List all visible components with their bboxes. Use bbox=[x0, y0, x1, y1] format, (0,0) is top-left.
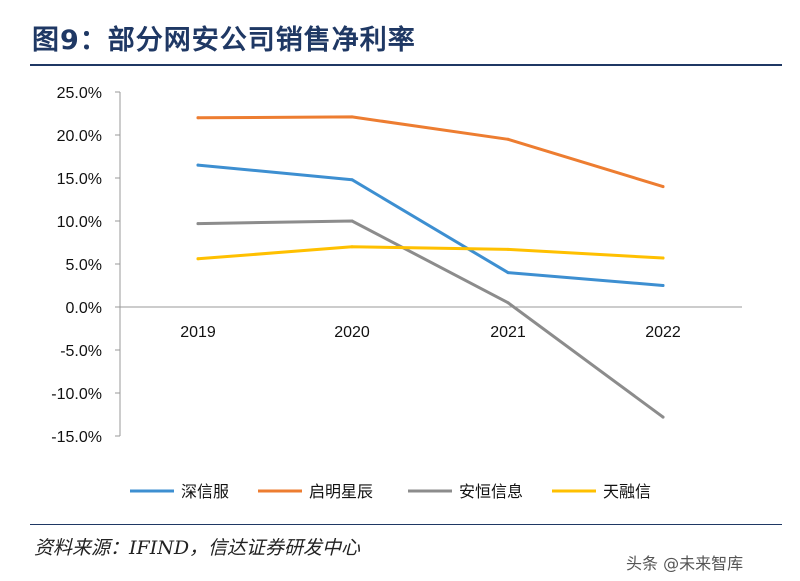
data-point bbox=[506, 137, 510, 141]
y-tick-label: 10.0% bbox=[57, 214, 102, 231]
series-line bbox=[196, 163, 665, 287]
data-point bbox=[196, 163, 200, 167]
data-point bbox=[350, 115, 354, 119]
x-tick-label: 2021 bbox=[490, 324, 526, 341]
source-note: 资料来源：IFIND，信达证券研发中心 bbox=[34, 537, 361, 559]
y-tick-label: 20.0% bbox=[57, 128, 102, 145]
data-point bbox=[506, 301, 510, 305]
legend-label: 安恒信息 bbox=[459, 482, 523, 501]
y-tick-label: 15.0% bbox=[57, 171, 102, 188]
legend: 深信服 启明星辰 安恒信息 天融信 bbox=[130, 482, 651, 501]
data-point bbox=[661, 284, 665, 287]
y-tick-label: 0.0% bbox=[66, 300, 102, 317]
legend-label: 深信服 bbox=[181, 482, 229, 501]
series-line bbox=[196, 219, 665, 419]
watermark: 头条 @未来智库 bbox=[626, 554, 744, 573]
y-tick-label: 5.0% bbox=[66, 257, 102, 274]
data-point bbox=[506, 247, 510, 251]
y-tick-label: 25.0% bbox=[57, 85, 102, 102]
data-point bbox=[661, 256, 665, 260]
series-line bbox=[196, 115, 665, 189]
legend-label: 启明星辰 bbox=[309, 482, 373, 501]
y-tick-label: -15.0% bbox=[51, 429, 102, 446]
y-tick-label: -5.0% bbox=[60, 343, 102, 360]
data-point bbox=[350, 178, 354, 182]
x-tick-label: 2019 bbox=[180, 324, 216, 341]
footer-divider bbox=[30, 524, 782, 525]
data-point bbox=[350, 245, 354, 249]
y-tick-label: -10.0% bbox=[51, 386, 102, 403]
data-point bbox=[661, 415, 665, 419]
data-point bbox=[196, 116, 200, 120]
x-tick-label: 2022 bbox=[645, 324, 681, 341]
title-divider bbox=[30, 64, 782, 66]
data-point bbox=[196, 222, 200, 226]
page-title: 图9：部分网安公司销售净利率 bbox=[32, 25, 416, 56]
y-axis-ticks: 25.0% 20.0% 15.0% 10.0% 5.0% 0.0% -5.0% -10.0% -… bbox=[51, 85, 120, 446]
data-point bbox=[506, 271, 510, 275]
data-point bbox=[661, 185, 665, 189]
x-axis-ticks: 2019 2020 2021 2022 bbox=[180, 324, 681, 341]
series-line bbox=[196, 245, 665, 261]
data-point bbox=[350, 219, 354, 223]
legend-label: 天融信 bbox=[603, 482, 651, 501]
data-point bbox=[196, 257, 200, 261]
series-lines bbox=[196, 115, 665, 419]
x-tick-label: 2020 bbox=[334, 324, 370, 341]
